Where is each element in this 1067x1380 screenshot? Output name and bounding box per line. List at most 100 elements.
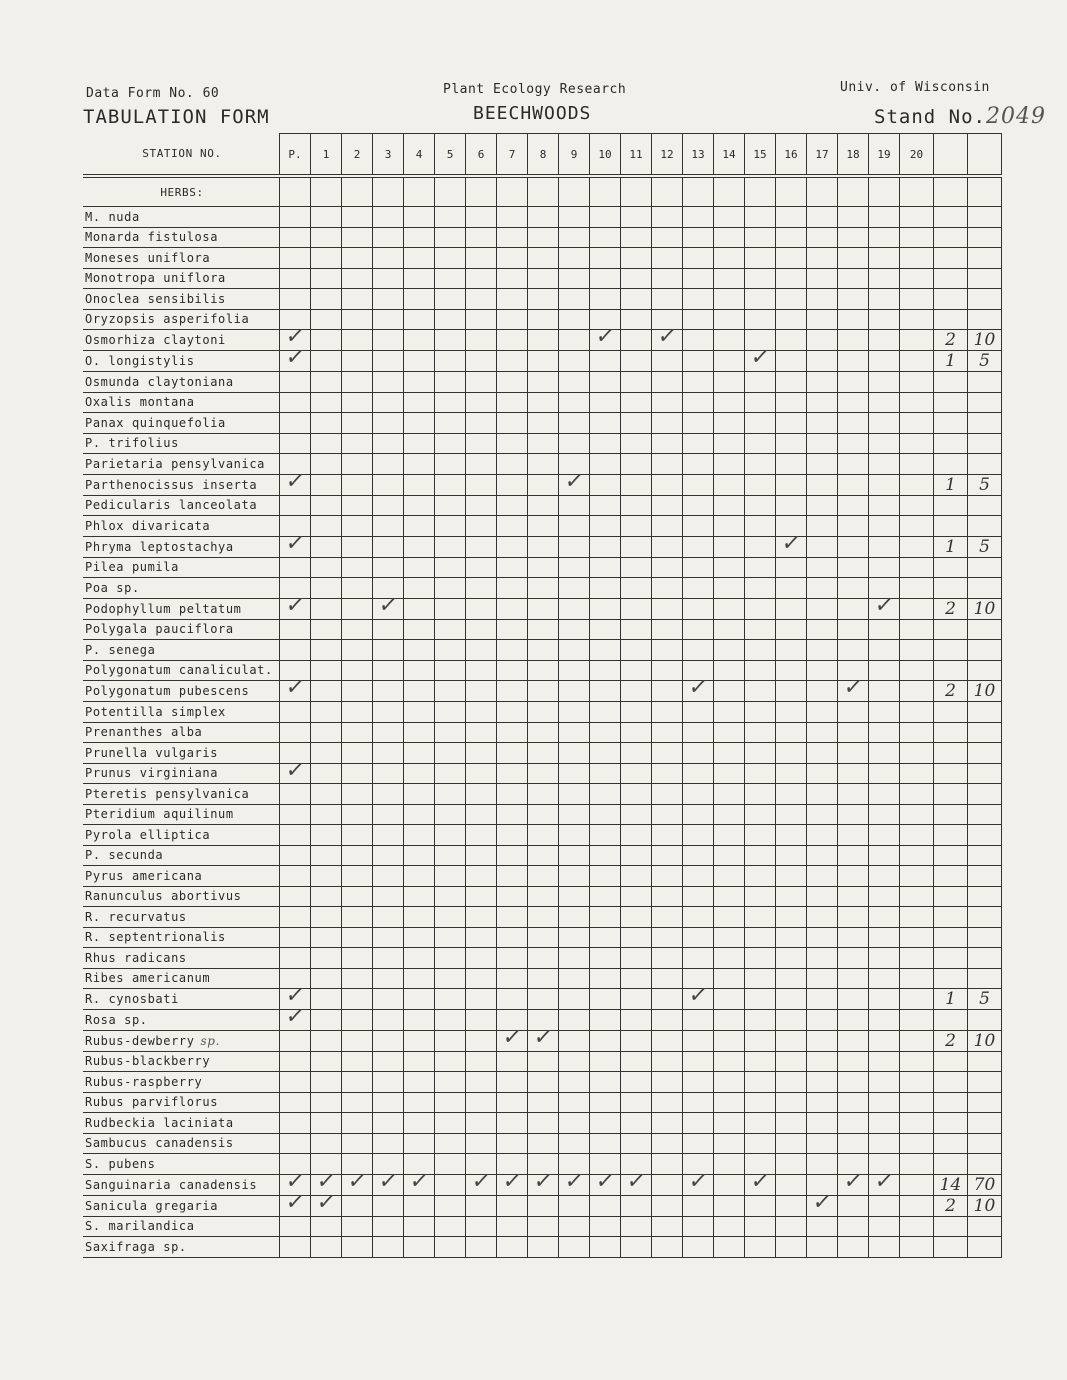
cell [775, 1009, 807, 1031]
cell [682, 639, 714, 661]
table-row: Pteretis pensylvanica [83, 783, 1002, 805]
cell [868, 371, 900, 393]
frequency-count: 1 [945, 474, 956, 495]
cell [496, 659, 528, 681]
cell [558, 844, 590, 866]
cell [806, 1029, 838, 1052]
cell [967, 844, 1002, 866]
check-mark-icon: ✓ [283, 1168, 307, 1194]
cell [527, 783, 559, 805]
species-name: Potentilla simplex [83, 701, 280, 723]
cell [310, 515, 342, 537]
cell [372, 329, 404, 351]
cell [403, 762, 435, 784]
table-row: Rubus-blackberry [83, 1050, 1002, 1072]
cell [341, 639, 373, 661]
frequency-count: 2 [945, 681, 956, 701]
species-name: Ribes americanum [83, 968, 280, 989]
cell [589, 267, 621, 289]
cell [806, 1153, 838, 1175]
cell: ✓ [403, 1169, 435, 1196]
cell [279, 556, 311, 578]
cell [651, 1194, 683, 1217]
cell [744, 1071, 776, 1093]
cell [403, 329, 435, 351]
check-mark-icon: ✓ [376, 1168, 400, 1194]
cell [651, 926, 683, 948]
cell [403, 453, 435, 475]
cell [558, 783, 590, 805]
cell [496, 1132, 528, 1154]
table-row: Phryma leptostachya ✓ ✓ 1 5 [83, 531, 1002, 558]
cell [775, 865, 807, 887]
cell [651, 618, 683, 640]
check-mark-icon: ✓ [283, 468, 307, 494]
cell [527, 175, 559, 207]
species-label: R. septentrionalis [85, 930, 226, 945]
cell [589, 391, 621, 413]
cell [558, 226, 590, 248]
cell [527, 267, 559, 289]
cell [933, 926, 968, 948]
cell [899, 783, 934, 805]
cell [496, 967, 528, 989]
cell [620, 762, 652, 784]
check-mark-icon: ✓ [283, 983, 307, 1008]
species-name: Rosa sp. [83, 1009, 280, 1031]
cell [713, 701, 745, 723]
cell [310, 247, 342, 269]
cell [775, 926, 807, 948]
cell [465, 288, 497, 310]
cell [310, 556, 342, 578]
cell [713, 742, 745, 764]
cell [558, 1112, 590, 1134]
cell [682, 783, 714, 805]
cell [967, 247, 1002, 269]
cell [775, 762, 807, 784]
cell [620, 226, 652, 248]
cell [372, 1009, 404, 1031]
cell [279, 783, 311, 805]
table-row: Parietaria pensylvanica [83, 453, 1002, 475]
cell [682, 267, 714, 289]
cell [775, 1029, 807, 1052]
frequency-percent: 10 [973, 330, 996, 350]
cell [527, 967, 559, 989]
cell [310, 824, 342, 846]
cell [310, 659, 342, 681]
table-row: Onoclea sensibilis [83, 288, 1002, 310]
cell [682, 494, 714, 516]
cell [589, 967, 621, 989]
cell [868, 535, 900, 558]
cell [403, 1071, 435, 1093]
cell [775, 844, 807, 866]
cell [310, 885, 342, 907]
cell [775, 742, 807, 764]
cell [967, 412, 1002, 434]
cell: ✓ [775, 531, 807, 558]
cell [341, 226, 373, 248]
cell [589, 577, 621, 599]
cell [465, 1071, 497, 1093]
species-label: Podophyllum peltatum [85, 601, 242, 616]
cell [620, 803, 652, 825]
cell [341, 659, 373, 681]
cell [496, 824, 528, 846]
cell [341, 515, 373, 537]
cell [837, 1194, 869, 1217]
cell [310, 371, 342, 393]
cell [744, 639, 776, 661]
cell [682, 432, 714, 454]
cell: ✓ [465, 1169, 497, 1196]
cell [868, 432, 900, 454]
cell [806, 556, 838, 578]
cell [713, 1194, 745, 1217]
cell [527, 885, 559, 907]
cell [713, 206, 745, 228]
cell [682, 865, 714, 887]
cell [868, 1132, 900, 1154]
species-name: Oxalis montana [83, 392, 280, 413]
cell [744, 1029, 776, 1052]
species-name: Onoclea sensibilis [83, 288, 280, 310]
cell [868, 906, 900, 928]
